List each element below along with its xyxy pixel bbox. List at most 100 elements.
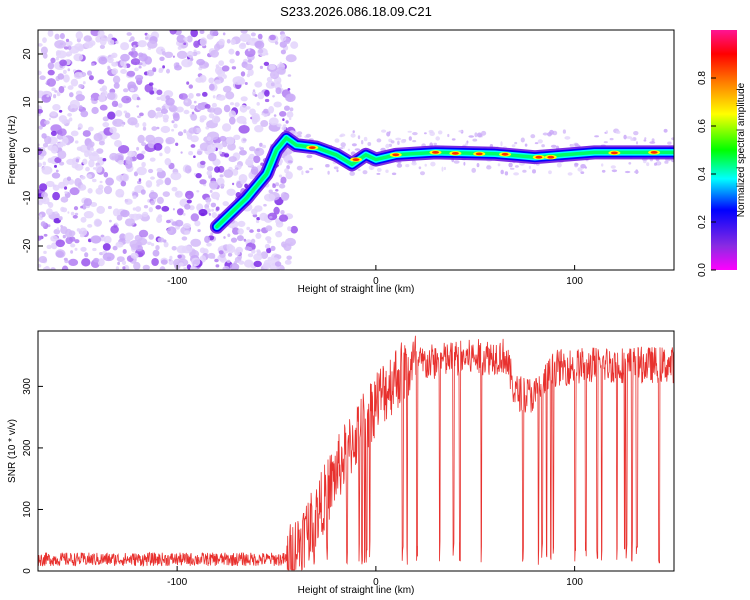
spectrogram-noise-blob: [209, 189, 213, 193]
spectrogram-noise-blob: [232, 168, 239, 176]
spectrogram-noise-blob: [284, 168, 289, 174]
spectrogram-noise-blob: [567, 172, 573, 176]
spectrogram-noise-blob: [80, 246, 87, 252]
spectrogram-noise-blob: [177, 46, 182, 50]
spectrogram-noise-blob: [275, 189, 279, 192]
spectrogram-noise-blob: [60, 226, 68, 235]
spectrogram-noise-blob: [56, 227, 60, 231]
spectrogram-noise-blob: [120, 69, 127, 74]
ridge-hotspot-core: [501, 152, 509, 156]
spectrogram-noise-blob: [226, 243, 234, 252]
spectrogram-noise-blob: [38, 162, 43, 168]
spectrogram-noise-blob: [260, 120, 269, 127]
spectrogram-noise-blob: [91, 62, 95, 66]
spectrogram-noise-blob: [420, 171, 425, 176]
spectrogram-noise-blob: [336, 169, 339, 173]
spectrogram-noise-blob: [57, 73, 65, 80]
spectrogram-noise-blob: [287, 88, 291, 91]
spectrogram-noise-blob: [273, 114, 277, 117]
spectrogram-noise-blob: [46, 244, 52, 250]
spectrogram-noise-blob: [468, 135, 475, 138]
spectrogram-noise-blob: [412, 140, 417, 143]
spectrogram-noise-blob: [656, 161, 661, 165]
spectrogram-noise-blob: [65, 51, 73, 57]
spectrogram-noise-blob: [441, 166, 444, 172]
spectrogram-noise-blob: [136, 146, 140, 151]
spectrogram-noise-blob: [97, 258, 105, 267]
spectrogram-noise-blob: [151, 243, 155, 247]
spectrogram-noise-blob: [217, 94, 226, 101]
spectrogram-noise-blob: [190, 30, 198, 38]
spectrogram-noise-blob: [66, 119, 71, 124]
spectrogram-noise-blob: [50, 124, 62, 133]
spectrogram-noise-blob: [144, 83, 154, 93]
ridge-hotspot-core: [610, 151, 618, 155]
spectrogram-noise-blob: [278, 174, 283, 178]
spectrogram-noise-blob: [240, 30, 248, 34]
spectrogram-noise-blob: [107, 67, 111, 71]
spectrogram-noise-blob: [129, 213, 135, 219]
spectrogram-noise-blob: [268, 106, 275, 114]
spectrogram-noise-blob: [55, 169, 59, 173]
spectrogram-noise-blob: [603, 141, 608, 144]
spectrogram-noise-blob: [361, 140, 364, 145]
spectrogram-noise-blob: [240, 96, 248, 102]
spectrogram-noise-blob: [368, 165, 375, 171]
spectrogram-noise-blob: [81, 258, 91, 267]
spectrogram-noise-blob: [183, 109, 190, 115]
spectrogram-noise-blob: [141, 142, 147, 147]
spectrogram-noise-blob: [141, 161, 146, 168]
spectrogram-noise-blob: [223, 74, 227, 79]
spectrogram-noise-blob: [54, 33, 60, 40]
spectrogram-noise-blob: [53, 94, 57, 99]
spectrogram-noise-blob: [472, 138, 478, 142]
spectrogram-noise-blob: [101, 85, 108, 92]
spectrogram-noise-blob: [186, 199, 192, 204]
spectrogram-noise-blob: [574, 163, 579, 166]
spectrogram-noise-blob: [234, 164, 242, 170]
spectrogram-noise-blob: [164, 51, 174, 58]
spectrogram-noise-blob: [195, 173, 202, 179]
spectrogram-noise-blob: [146, 33, 150, 37]
spectrogram-noise-blob: [667, 141, 672, 145]
spectrogram-noise-blob: [172, 208, 175, 211]
spectrogram-noise-blob: [153, 143, 163, 151]
spectrogram-noise-blob: [58, 86, 65, 94]
spectrogram-noise-blob: [137, 40, 147, 48]
spectrogram-noise-blob: [93, 257, 100, 263]
spectrogram-noise-blob: [115, 40, 119, 45]
spectrogram-noise-blob: [41, 166, 53, 175]
spectrogram-noise-blob: [253, 155, 261, 164]
snr-panel: -100 0 100 0 100 200 300 Height of straight l…: [7, 330, 675, 596]
spectrogram-noise-blob: [135, 206, 142, 212]
spectrogram-noise-blob: [189, 56, 194, 62]
spectrogram-noise-blob: [486, 165, 492, 170]
spectrogram-noise-blob: [74, 247, 78, 251]
spectrogram-noise-blob: [193, 100, 197, 104]
spectrogram-noise-blob: [152, 249, 160, 257]
spectrogram-noise-blob: [155, 115, 159, 119]
spectrogram-noise-blob: [270, 82, 275, 87]
spectrogram-noise-blob: [137, 134, 145, 144]
spectrogram-noise-blob: [287, 74, 292, 77]
spectrogram-noise-blob: [263, 203, 267, 207]
spectrogram-noise-blob: [508, 162, 513, 168]
spectrogram-noise-blob: [128, 51, 134, 56]
spectrogram-noise-blob: [278, 214, 289, 222]
spectrogram-noise-blob: [249, 146, 256, 152]
spectrogram-noise-blob: [114, 140, 122, 147]
spectrogram-noise-blob: [188, 92, 194, 99]
spectrogram-noise-blob: [284, 259, 292, 265]
spectrogram-noise-blob: [265, 225, 273, 232]
spectrogram-noise-blob: [177, 131, 184, 136]
ridge-hotspot-core: [547, 155, 555, 159]
snr-y-tick-label: 200: [22, 439, 33, 456]
spectrogram-noise-blob: [156, 167, 163, 173]
spectrogram-noise-blob: [215, 264, 220, 268]
spectrogram-noise-blob: [177, 254, 182, 259]
spectrogram-noise-blob: [55, 239, 65, 248]
spectrogram-noise-blob: [601, 163, 604, 167]
spectrogram-noise-blob: [243, 259, 254, 268]
spectrogram-noise-blob: [433, 142, 438, 146]
